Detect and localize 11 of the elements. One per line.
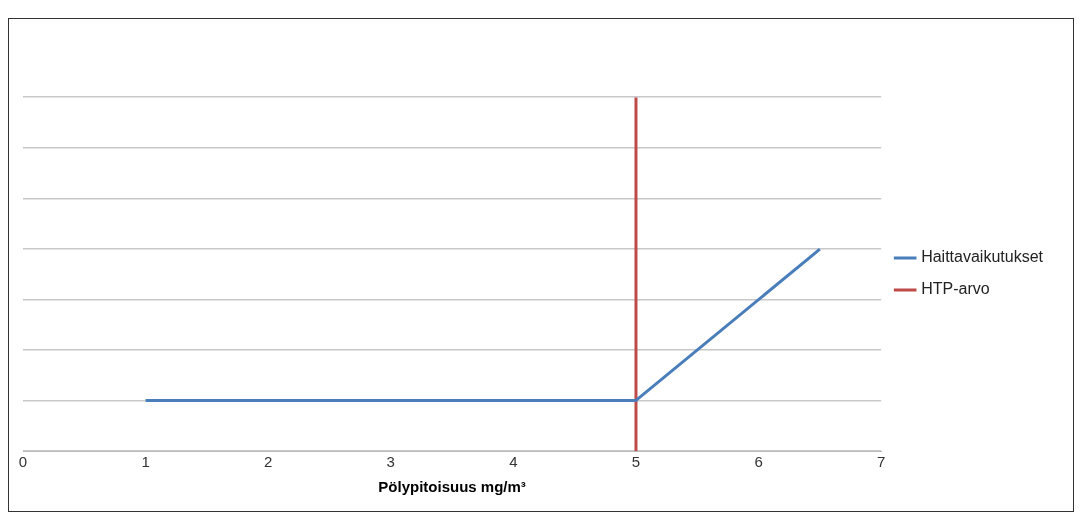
x-tick-label: 2: [264, 453, 273, 471]
legend-label: HTP-arvo: [921, 280, 990, 298]
x-tick-label: 4: [509, 453, 518, 471]
legend-label: Haittavaikutukset: [921, 248, 1044, 266]
x-axis-title: Pölypitoisuus mg/m³: [378, 478, 526, 496]
x-tick-label: 6: [754, 453, 763, 471]
x-tick-label: 7: [876, 453, 886, 471]
x-tick-label: 3: [386, 453, 395, 471]
x-tick-label: 0: [18, 453, 28, 471]
x-tick-label: 5: [631, 453, 641, 471]
x-tick-label: 1: [141, 453, 150, 471]
